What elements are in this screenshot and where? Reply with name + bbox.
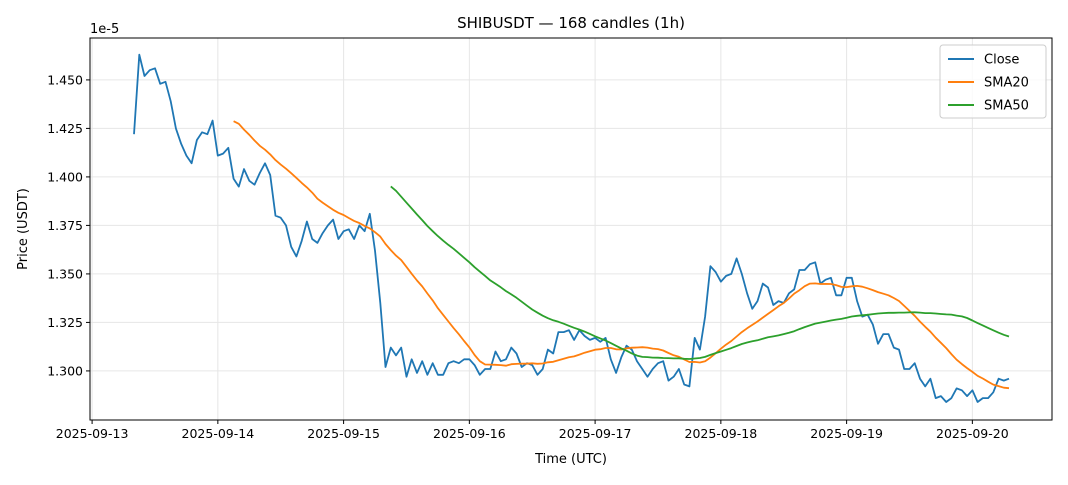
series-line-sma20 [233,120,1010,390]
legend-label-sma50: SMA50 [984,99,1029,114]
y-tick-label: 1.450 [47,72,83,87]
x-tick-label: 2025-09-18 [685,426,758,441]
x-tick-label: 2025-09-19 [810,426,883,441]
y-tick-label: 1.350 [47,266,83,281]
series-lines [133,53,1010,403]
series-line-close [133,53,1010,403]
legend-box [939,44,1047,119]
y-scale-label: 1e-5 [90,22,119,37]
legend: Close SMA20 SMA50 [939,44,1047,119]
y-tick-label: 1.325 [47,315,83,330]
x-axis-label: Time (UTC) [534,452,607,467]
x-tick-label: 2025-09-16 [433,426,506,441]
y-tick-label: 1.375 [47,218,83,233]
x-axis-ticks: 2025-09-13 2025-09-14 2025-09-15 2025-09-16… [56,420,1009,441]
y-axis-ticks: 1.300 1.325 1.350 1.375 1.400 1.425 1.450 [47,72,90,378]
grid [90,38,1052,420]
x-tick-label: 2025-09-13 [56,426,129,441]
legend-label-close: Close [984,53,1019,68]
plot-frame [89,37,1053,421]
x-tick-label: 2025-09-20 [936,426,1009,441]
y-tick-label: 1.400 [47,169,83,184]
x-tick-label: 2025-09-14 [182,426,255,441]
legend-label-sma20: SMA20 [984,76,1029,91]
x-tick-label: 2025-09-15 [307,426,380,441]
series-line-sma50 [390,185,1010,360]
x-tick-label: 2025-09-17 [559,426,632,441]
y-tick-label: 1.300 [47,363,83,378]
y-axis-label: Price (USDT) [16,188,31,270]
y-tick-label: 1.425 [47,121,83,136]
chart-title: SHIBUSDT — 168 candles (1h) [457,14,685,32]
